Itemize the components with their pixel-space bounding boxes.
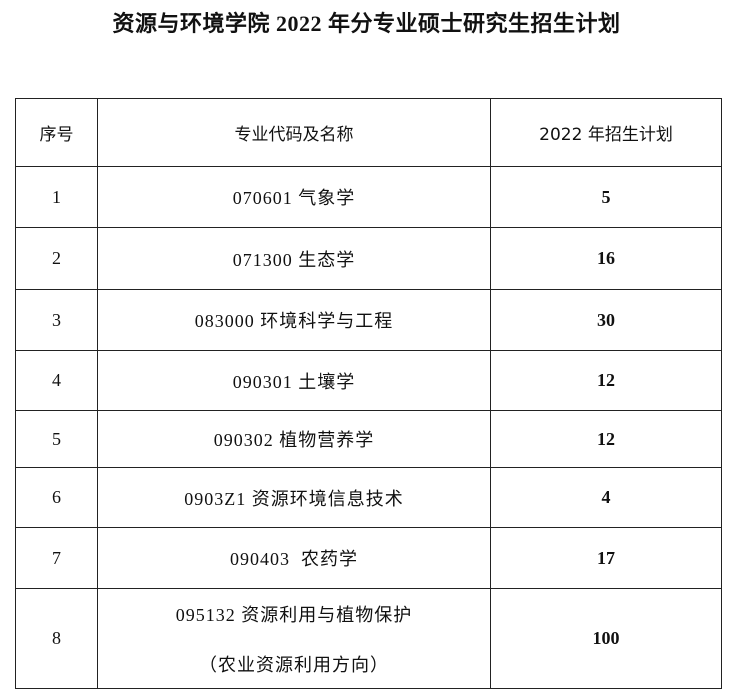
row-plan: 30 — [490, 289, 722, 351]
row-plan: 12 — [490, 350, 722, 411]
row-no: 1 — [15, 166, 98, 228]
row-plan: 100 — [490, 588, 722, 689]
table-row: 3 083000 环境科学与工程 30 — [15, 289, 722, 351]
row-plan: 12 — [490, 410, 722, 468]
table-header-row: 序号 专业代码及名称 2022 年招生计划 — [15, 98, 722, 167]
row-major: 090301 土壤学 — [97, 350, 491, 411]
row-plan: 4 — [490, 467, 722, 528]
row-major: 070601 气象学 — [97, 166, 491, 228]
row-major: 071300 生态学 — [97, 227, 491, 290]
table-row: 7 090403 农药学 17 — [15, 527, 722, 589]
row-major-cell: 095132 资源利用与植物保护 （农业资源利用方向） — [97, 588, 491, 689]
header-major: 专业代码及名称 — [97, 98, 491, 167]
row-major: 0903Z1 资源环境信息技术 — [97, 467, 491, 528]
row-plan: 16 — [490, 227, 722, 290]
row-no: 4 — [15, 350, 98, 411]
page-title: 资源与环境学院 2022 年分专业硕士研究生招生计划 — [112, 11, 621, 36]
row-no: 7 — [15, 527, 98, 589]
table-row: 8 095132 资源利用与植物保护 （农业资源利用方向） 100 — [15, 588, 722, 689]
row-no: 3 — [15, 289, 98, 351]
row-plan: 17 — [490, 527, 722, 589]
row-no: 2 — [15, 227, 98, 290]
header-no: 序号 — [15, 98, 98, 167]
row-plan: 5 — [490, 166, 722, 228]
row-major: 090403 农药学 — [97, 527, 491, 589]
row-no: 6 — [15, 467, 98, 528]
table-row: 4 090301 土壤学 12 — [15, 350, 722, 411]
table-row: 1 070601 气象学 5 — [15, 166, 722, 228]
enrollment-table: 序号 专业代码及名称 2022 年招生计划 1 070601 气象学 5 2 0… — [15, 98, 722, 689]
table-row: 6 0903Z1 资源环境信息技术 4 — [15, 467, 722, 528]
row-major-direction: （农业资源利用方向） — [199, 654, 389, 675]
row-major: 083000 环境科学与工程 — [97, 289, 491, 351]
row-major: 095132 资源利用与植物保护 — [175, 604, 413, 625]
row-no: 5 — [15, 410, 98, 468]
table-row: 2 071300 生态学 16 — [15, 227, 722, 290]
table-row: 5 090302 植物营养学 12 — [15, 410, 722, 468]
header-plan: 2022 年招生计划 — [490, 98, 722, 167]
row-no: 8 — [15, 588, 98, 689]
row-major: 090302 植物营养学 — [97, 410, 491, 468]
